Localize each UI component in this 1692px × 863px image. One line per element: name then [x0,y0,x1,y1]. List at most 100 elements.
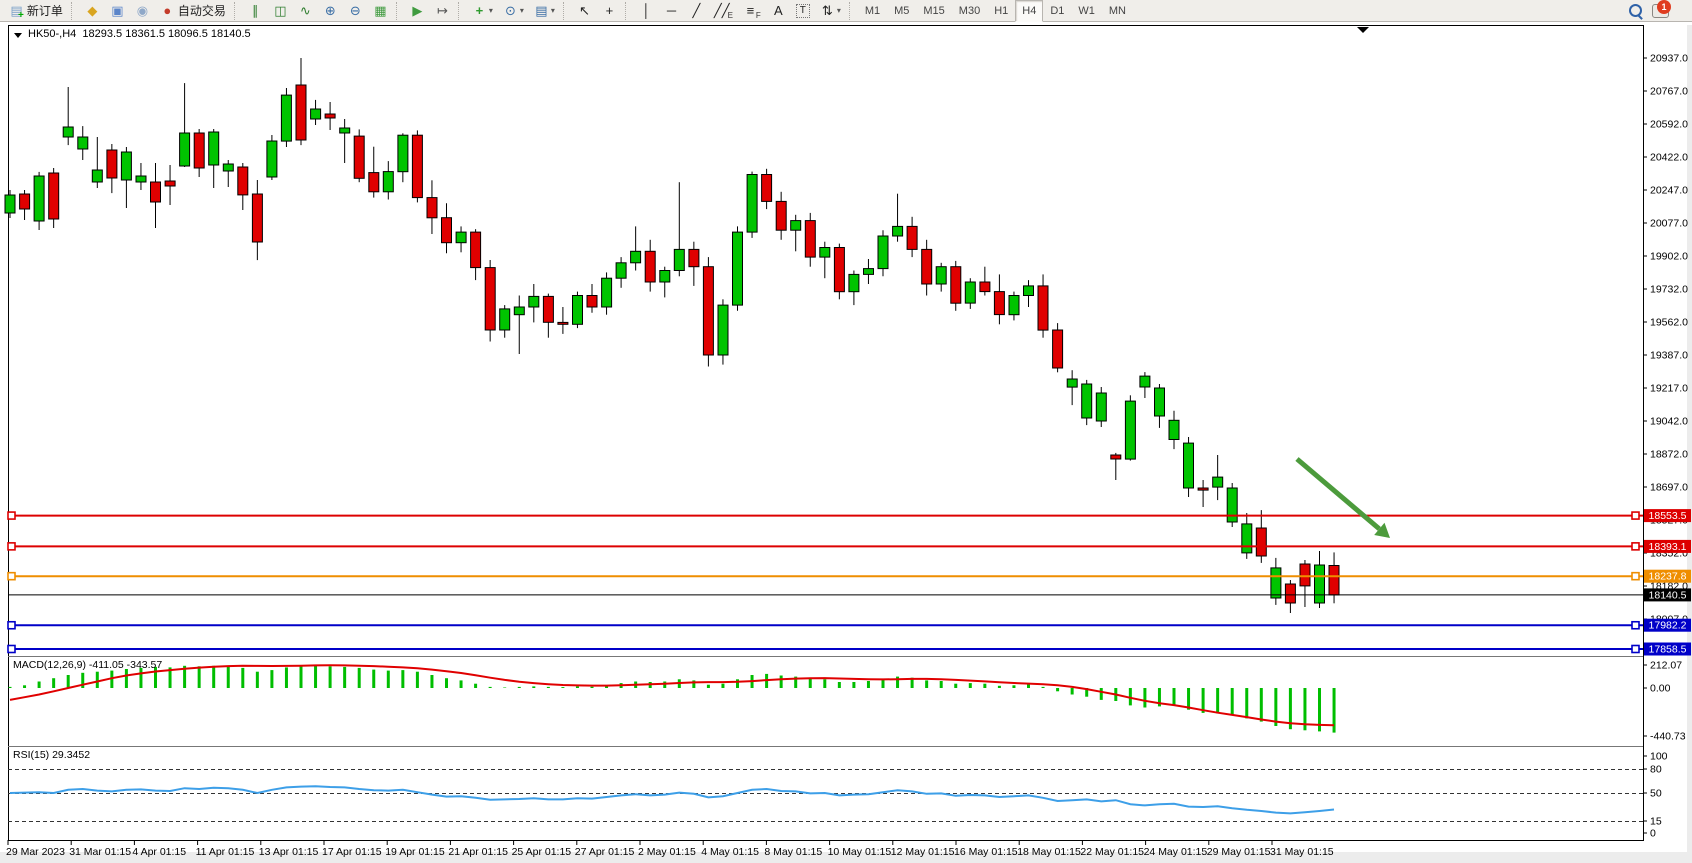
svg-text:12 May 01:15: 12 May 01:15 [891,846,955,858]
svg-text:11 Apr 01:15: 11 Apr 01:15 [196,846,255,858]
timeframe-h1[interactable]: H1 [994,4,1009,17]
notification-badge: 1 [1657,0,1671,14]
chevron-down-icon[interactable]: ▾ [488,6,493,15]
periods-button[interactable]: ⊙ ▾ [498,0,529,22]
crosshair-button[interactable]: + [597,0,622,22]
svg-text:21 Apr 01:15: 21 Apr 01:15 [448,846,508,858]
toolbar-separator [457,1,464,20]
svg-text:13 Apr 01:15: 13 Apr 01:15 [259,846,319,858]
new-order-button[interactable]: ▤ + 新订单 [4,0,68,22]
autotrading-button[interactable]: ● 自动交易 [155,0,231,22]
tile-windows-icon-icon: ▦ [374,2,387,18]
chart-frame [0,25,1692,863]
chart-title: HK50-,H4 18293.5 18361.5 18096.5 18140.5 [14,28,251,40]
indicators-button[interactable]: + ▾ [467,0,498,22]
horizontal-lines-layer[interactable] [7,511,1643,654]
svg-text:24 May 01:15: 24 May 01:15 [1144,846,1208,858]
timeframe-mn[interactable]: MN [1108,4,1126,17]
new-chart-icon-icon: ◆ [87,2,98,18]
svg-text:17 Apr 01:15: 17 Apr 01:15 [322,846,382,858]
arrows-button[interactable]: ⇅ ▾ [815,0,846,22]
zoom-out-icon[interactable]: ⊖ [343,0,368,22]
text-label-button[interactable]: T [791,0,815,22]
text-button[interactable]: A [766,0,791,22]
chart-shift-icon[interactable]: ↦ [430,0,455,22]
svg-text:18697.0: 18697.0 [1650,482,1688,494]
svg-text:0: 0 [1650,828,1656,840]
svg-text:18237.8: 18237.8 [1649,571,1687,583]
trendline-button[interactable]: ╱ [684,0,709,22]
horizontal-line-button[interactable]: ─ [659,0,684,22]
svg-text:50: 50 [1650,788,1662,800]
new-order-icon: ▤ [10,2,23,18]
zoom-out-icon-icon: ⊖ [349,2,361,18]
svg-text:17858.5: 17858.5 [1649,644,1687,656]
timeframe-w1[interactable]: W1 [1078,4,1095,17]
templates-icon: ▤ [535,2,548,18]
zoom-in-icon[interactable]: ⊕ [318,0,343,22]
svg-text:2 May 01:15: 2 May 01:15 [638,846,696,858]
tool-subscript: E [727,10,733,20]
timeframe-d1[interactable]: D1 [1050,4,1065,17]
timeframe-m1[interactable]: M1 [864,4,881,17]
tile-windows-icon[interactable]: ▦ [368,0,393,22]
channel-button[interactable]: ╱╱ E [709,0,738,22]
svg-text:19732.0: 19732.0 [1650,284,1688,296]
new-chart-icon[interactable]: ◆ [80,0,105,22]
svg-text:20937.0: 20937.0 [1650,53,1688,65]
svg-text:212.07: 212.07 [1650,660,1682,672]
candlestick-chart-icon-icon: ◫ [274,2,287,18]
fibonacci-button[interactable]: ≡ F [738,0,766,22]
chevron-down-icon[interactable]: ▾ [519,6,524,15]
svg-text:18553.5: 18553.5 [1649,510,1687,522]
chart-shift-icon-icon: ↦ [436,2,448,18]
toolbar-separator [395,1,402,20]
svg-text:31 Mar 01:15: 31 Mar 01:15 [69,846,131,858]
svg-text:-440.73: -440.73 [1650,731,1686,743]
bar-chart-icon[interactable]: ∥ [243,0,268,22]
toolbar-separator [562,1,569,20]
line-chart-icon[interactable]: ∿ [293,0,318,22]
svg-text:31 May 01:15: 31 May 01:15 [1270,846,1334,858]
price-axis[interactable]: 20937.0 20767.0 20592.0 20422.0 20247.0 20077… [1643,53,1688,659]
chart-shift-marker[interactable] [1357,27,1369,33]
signals-icon[interactable]: ◉ [130,0,155,22]
price-label-boxes: 18553.5 18393.1 18237.8 18140.5 17982.2 17858… [1644,509,1691,656]
chevron-down-icon[interactable]: ▾ [836,6,841,15]
trend-arrow-annotation[interactable] [1295,457,1390,538]
templates-button[interactable]: ▤ ▾ [529,0,560,22]
autotrading-icon: ● [163,2,172,18]
notifications-button[interactable]: 1 [1647,0,1674,22]
svg-text:19042.0: 19042.0 [1650,416,1688,428]
tool-subscript: F [755,10,761,20]
chevron-down-icon[interactable]: ▾ [550,6,555,15]
timeframe-h4[interactable]: H4 [1015,0,1044,22]
terminal-icon-icon: ▣ [111,2,124,18]
vertical-line-icon: │ [642,2,651,18]
chart-window[interactable]: 20937.0 20767.0 20592.0 20422.0 20247.0 20077… [0,22,1692,863]
timeframe-m5[interactable]: M5 [894,4,910,17]
vertical-line-button[interactable]: │ [634,0,659,22]
auto-scroll-icon[interactable]: ▶ [405,0,430,22]
svg-text:19562.0: 19562.0 [1650,317,1688,329]
candlestick-chart-icon[interactable]: ◫ [268,0,293,22]
svg-text:19902.0: 19902.0 [1650,251,1688,263]
svg-text:25 Apr 01:15: 25 Apr 01:15 [512,846,572,858]
cursor-button[interactable]: ↖ [572,0,597,22]
toolbar-separator [70,1,77,20]
svg-text:15: 15 [1650,816,1662,828]
chart-canvas[interactable]: 20937.0 20767.0 20592.0 20422.0 20247.0 20077… [0,22,1692,863]
search-button[interactable] [1624,0,1647,22]
timeframe-m30[interactable]: M30 [958,4,981,17]
time-axis[interactable]: 29 Mar 2023 31 Mar 01:15 4 Apr 01:15 11 Apr… [6,840,1334,858]
zoom-in-icon-icon: ⊕ [324,2,336,18]
svg-text:22 May 01:15: 22 May 01:15 [1080,846,1144,858]
main-toolbar: ▤ + 新订单 ◆ ▣ ◉ ● 自动交易 ∥ ◫ ∿ ⊕ ⊖ ▦ ▶ ↦ + ▾ ⊙ ▾ ▤ ▾ ↖ + │ ─ ╱ ╱╱ E ≡ F A T ⇅… [0,0,1692,22]
svg-text:16 May 01:15: 16 May 01:15 [954,846,1018,858]
timeframe-m15[interactable]: M15 [923,4,945,17]
terminal-icon[interactable]: ▣ [105,0,130,22]
svg-text:20767.0: 20767.0 [1650,86,1688,98]
auto-scroll-icon-icon: ▶ [412,2,423,18]
svg-text:8 May 01:15: 8 May 01:15 [764,846,822,858]
